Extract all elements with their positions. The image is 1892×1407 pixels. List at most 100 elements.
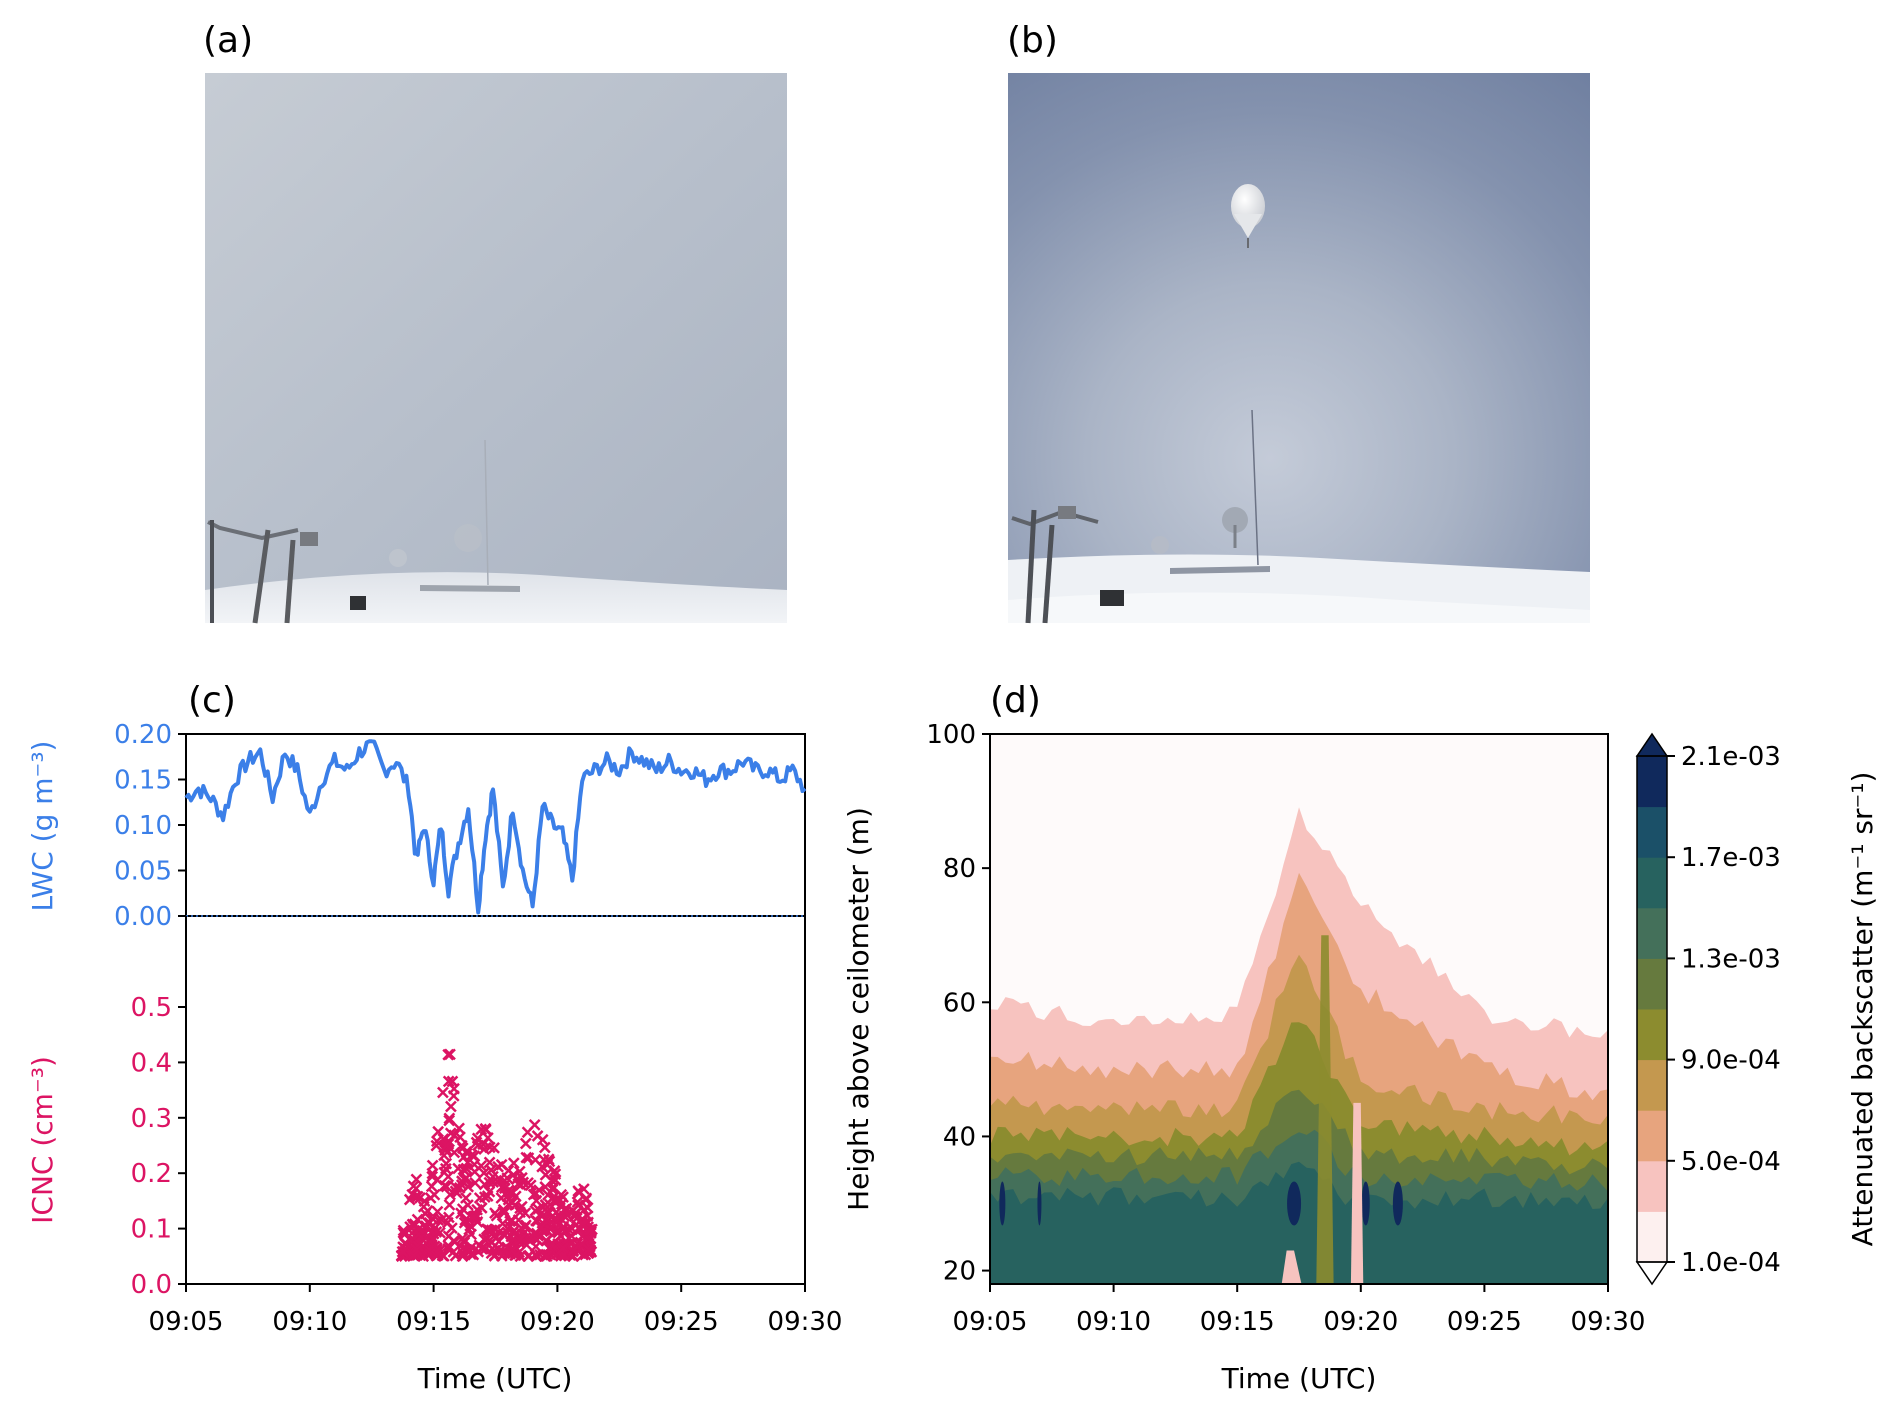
icnc-point [577,1183,590,1195]
colorbar-tick-label: 2.1e-03 [1681,742,1781,772]
icnc-point [531,1130,544,1142]
y-tick-label: 20 [943,1257,976,1287]
icnc-point [426,1167,439,1180]
colorbar-tick-label: 5.0e-04 [1681,1147,1781,1177]
panel-label-d: (d) [990,680,1041,721]
icnc-tick-label: 0.3 [131,1104,172,1134]
icnc-y-axis-label: ICNC (cm⁻³) [26,1056,59,1224]
icnc-point [541,1215,553,1228]
x-tick-label: 09:20 [1323,1307,1398,1337]
icnc-point [426,1232,439,1245]
panel-label-b: (b) [1007,20,1058,61]
icnc-point [467,1248,479,1261]
icnc-tick-label: 0.0 [131,1270,172,1300]
icnc-point [557,1221,570,1233]
icnc-point [530,1194,543,1207]
icnc-point [540,1250,553,1262]
icnc-point [438,1166,451,1179]
lwc-y-axis-label: LWC (g m⁻³) [26,741,59,912]
panel-label-c: (c) [188,680,236,721]
contour-core [1361,1181,1370,1226]
panel-d-x-axis-label: Time (UTC) [1221,1362,1377,1395]
icnc-point [440,1139,453,1152]
icnc-point [488,1142,500,1154]
icnc-point [443,1198,456,1211]
colorbar-level [1637,1110,1667,1162]
backscatter-axes-frame [989,733,1609,1285]
colorbar-level [1637,756,1667,808]
icnc-point [556,1223,569,1236]
colorbar-level [1637,1211,1667,1263]
icnc-point [520,1238,533,1251]
icnc-point [428,1188,441,1201]
panel-c-x-ticks: 09:05 09:10 09:15 09:20 09:25 09:30 [149,1284,843,1337]
lwc-tick-label: 0.05 [114,857,172,887]
contour-core [1037,1181,1042,1226]
x-tick-label: 09:10 [1076,1307,1151,1337]
icnc-point [533,1184,545,1197]
icnc-point [478,1143,491,1155]
icnc-point [576,1217,589,1230]
lwc-series-line [184,739,807,915]
icnc-point [404,1248,417,1261]
icnc-point [478,1233,490,1246]
lwc-y-ticks: 0.00 0.05 0.10 0.15 0.20 [114,720,186,932]
icnc-point [440,1157,453,1170]
icnc-point [399,1237,412,1249]
icnc-point [478,1167,490,1179]
x-tick-label: 09:05 [149,1307,224,1337]
colorbar-level [1637,1160,1667,1212]
icnc-point [469,1176,482,1189]
icnc-point [410,1173,423,1186]
icnc-point [490,1209,503,1222]
icnc-point [430,1245,443,1258]
colorbar-tick-label: 1.0e-04 [1681,1248,1781,1278]
backscatter-colorbar [1635,732,1669,1286]
icnc-point [520,1151,533,1164]
contour-core [1287,1181,1302,1226]
icnc-point [455,1139,468,1152]
icnc-point [520,1219,532,1232]
icnc-point [497,1228,510,1240]
icnc-point [460,1192,472,1204]
icnc-tick-label: 0.2 [131,1159,172,1189]
icnc-point [447,1089,460,1102]
icnc-point [430,1249,443,1262]
colorbar-ticks: 1.0e-04 5.0e-04 9.0e-04 1.3e-03 1.7e-03 2.1e-… [1667,742,1781,1278]
icnc-scatter-points [395,1048,598,1263]
icnc-point [482,1132,494,1144]
icnc-point [468,1158,481,1171]
icnc-point [442,1075,455,1088]
icnc-point [498,1174,511,1187]
colorbar-level [1637,806,1667,858]
x-tick-label: 09:15 [1200,1307,1275,1337]
lwc-tick-label: 0.00 [114,902,172,932]
icnc-point [430,1135,443,1148]
icnc-point [425,1180,438,1193]
icnc-point [542,1189,554,1201]
icnc-point [531,1233,544,1246]
icnc-point [485,1164,497,1176]
contour-core [1392,1181,1403,1226]
icnc-point [412,1222,425,1235]
icnc-point [492,1160,504,1173]
icnc-point [510,1249,522,1261]
panel-c-plot: 0.000.050.100.150.20 LWC (g m⁻³) 0.00.10… [26,720,842,1395]
icnc-point [528,1118,541,1131]
icnc-point [540,1212,553,1225]
colorbar-level [1637,958,1667,1010]
icnc-point [442,1048,455,1061]
y-tick-label: 80 [943,854,976,884]
panel-label-a: (a) [203,20,253,61]
icnc-point [519,1137,532,1150]
icnc-point [457,1163,470,1176]
icnc-point [498,1206,511,1219]
x-tick-label: 09:30 [768,1307,843,1337]
icnc-point [571,1196,584,1209]
icnc-point [437,1086,449,1099]
backscatter-contours [990,734,1608,1284]
lwc-tick-label: 0.15 [114,766,172,796]
icnc-point [555,1188,568,1201]
